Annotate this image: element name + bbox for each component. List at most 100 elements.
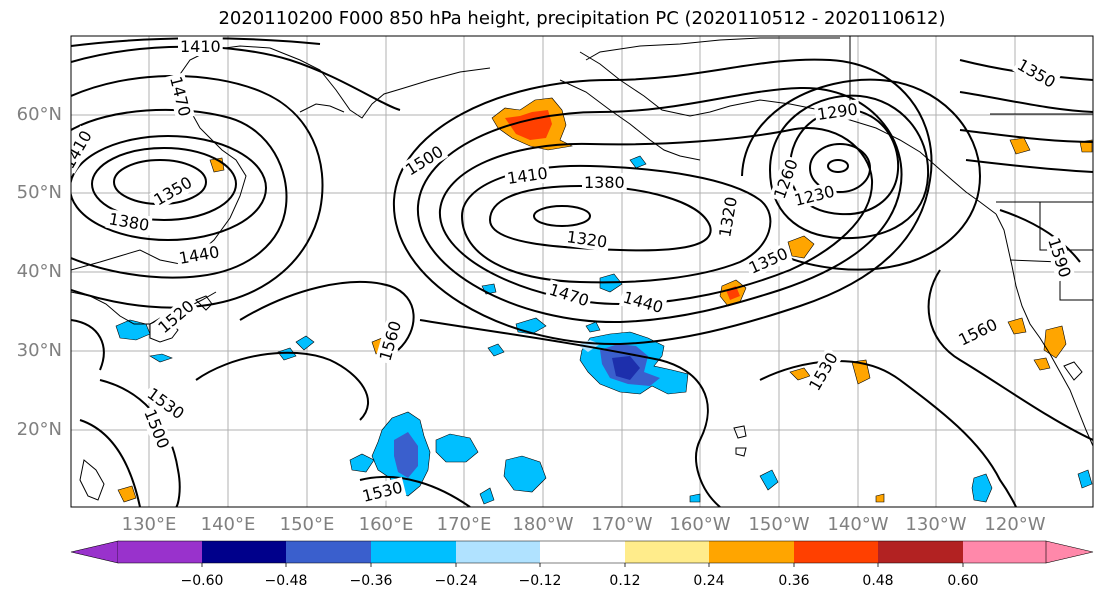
- contour-label-bg: [544, 279, 594, 312]
- contour-label-bg: [582, 173, 627, 192]
- contour-label-bg: [813, 99, 861, 125]
- precip-patch: [787, 235, 815, 259]
- contour-label-bg: [142, 382, 190, 425]
- contour-label-bg: [152, 295, 200, 339]
- colorbar-extend-min: [70, 540, 119, 564]
- lon-label: 170°W: [591, 514, 653, 535]
- contour-label: 1410: [180, 37, 221, 56]
- precip-patch: [1007, 317, 1027, 335]
- colorbar-segment: [118, 541, 202, 563]
- colorbar-segment: [286, 541, 371, 563]
- colorbar-tick-label: 0.24: [693, 573, 725, 589]
- lon-label: 180°W: [512, 514, 574, 535]
- precip-patch: [612, 356, 640, 380]
- contour-label-bg: [618, 287, 668, 318]
- lon-label: 160°W: [669, 514, 731, 535]
- lon-label: 170°E: [436, 514, 492, 535]
- map-frame: [70, 35, 1094, 508]
- contour-label-bg: [790, 181, 839, 211]
- lon-label: 150°E: [279, 514, 335, 535]
- contour-label-bg: [375, 316, 406, 366]
- colorbar-extend-max: [1045, 540, 1094, 564]
- precip-patch: [349, 453, 375, 473]
- contour-label-bg: [769, 154, 803, 204]
- map-title: 2020110200 F000 850 hPa height, precipit…: [218, 8, 946, 29]
- contour-label-bg: [563, 226, 611, 252]
- lon-label: 120°W: [984, 514, 1046, 535]
- colorbar-segment: [540, 541, 625, 563]
- precip-patch: [149, 353, 173, 363]
- lat-label: 60°N: [16, 104, 62, 125]
- lon-label: 130°E: [121, 514, 177, 535]
- precip-patch: [689, 493, 701, 503]
- contour-label-bg: [105, 208, 153, 236]
- lat-label: 30°N: [16, 340, 62, 361]
- precip-patch: [1079, 139, 1093, 153]
- contour-label: 1380: [584, 173, 625, 192]
- lat-label: 40°N: [16, 261, 62, 282]
- precip-patch: [875, 493, 885, 503]
- colorbar-segment: [625, 541, 709, 563]
- contour-label-bg: [1043, 233, 1076, 282]
- contour-label-bg: [744, 242, 793, 279]
- contour-label-bg: [358, 477, 407, 507]
- colorbar-tick-label: 0.36: [778, 573, 810, 589]
- coastlines: [71, 36, 1093, 501]
- precip-patch: [435, 433, 479, 463]
- precip-patch: [1077, 469, 1093, 489]
- precip-patch: [503, 455, 547, 493]
- precip-patch: [759, 469, 779, 491]
- colorbar-segment: [456, 541, 540, 563]
- colorbar-segment: [202, 541, 286, 563]
- contour-label-bg: [1012, 54, 1061, 93]
- colorbar-tick-label: 0.60: [947, 573, 979, 589]
- colorbar-tick-label: 0.12: [609, 573, 641, 589]
- contour-label-bg: [139, 404, 174, 454]
- lon-label: 150°W: [748, 514, 810, 535]
- colorbar-tick-label: −0.36: [349, 573, 393, 589]
- precip-patch: [585, 321, 601, 333]
- contour-label-bg: [165, 72, 195, 121]
- height-contours: [71, 37, 1093, 507]
- lat-label: 50°N: [16, 182, 62, 203]
- contour-label-bg: [804, 347, 843, 396]
- contour-label-bg: [148, 171, 197, 211]
- colorbar-segment: [371, 541, 456, 563]
- lon-label: 140°W: [827, 514, 889, 535]
- precip-patch: [629, 155, 647, 169]
- map-plot-area: 1410 1470 1410 1350 1380 1440 1500 1410 …: [71, 36, 1093, 507]
- precip-patch: [1009, 137, 1031, 155]
- lon-label: 160°E: [358, 514, 414, 535]
- colorbar-tick-label: −0.48: [264, 573, 308, 589]
- precipitation-shading: [115, 97, 1093, 505]
- lon-label: 140°E: [200, 514, 256, 535]
- lat-label: 20°N: [16, 419, 62, 440]
- precip-patch: [971, 473, 993, 503]
- colorbar: [70, 540, 1094, 567]
- precip-patch: [295, 335, 315, 351]
- precip-patch: [117, 485, 137, 503]
- contour-label-bg: [400, 140, 449, 181]
- colorbar-segment: [878, 541, 963, 563]
- colorbar-segment: [794, 541, 878, 563]
- colorbar-segment: [963, 541, 1046, 563]
- colorbar-tick-label: −0.12: [518, 573, 562, 589]
- lon-label: 130°W: [905, 514, 967, 535]
- precip-patch: [487, 343, 505, 357]
- precip-patch: [1043, 325, 1067, 359]
- colorbar-segment: [709, 541, 794, 563]
- precip-patch: [479, 487, 495, 505]
- contour-label-bg: [178, 37, 223, 56]
- precip-patch: [394, 432, 418, 478]
- contour-label-bg: [503, 163, 551, 189]
- contour-label-bg: [175, 241, 223, 269]
- precip-patch: [851, 359, 871, 385]
- contour-label-bg: [71, 125, 97, 174]
- precip-patch: [277, 347, 297, 361]
- contour-label-bg: [714, 193, 742, 241]
- precip-patch: [1033, 357, 1051, 371]
- colorbar-tick-label: −0.24: [434, 573, 478, 589]
- colorbar-tick-label: 0.48: [862, 573, 894, 589]
- colorbar-tick-label: −0.60: [180, 573, 224, 589]
